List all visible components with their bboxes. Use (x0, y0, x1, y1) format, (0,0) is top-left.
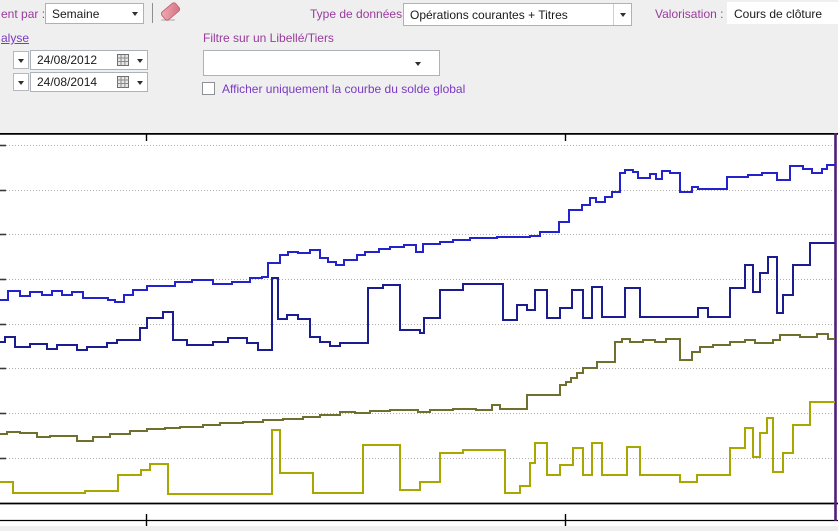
solde-global-checkbox[interactable] (202, 82, 215, 95)
date-to-dropdown-button[interactable] (13, 73, 29, 91)
chevron-down-icon (18, 59, 24, 63)
date-to-field[interactable]: 24/08/2014 (30, 72, 148, 92)
data-type-label: Type de données : (310, 7, 409, 21)
valuation-label: Valorisation : (655, 7, 724, 21)
calendar-icon[interactable] (117, 76, 129, 88)
valuation-field[interactable]: Cours de clôture (727, 2, 838, 24)
calendar-icon[interactable] (117, 54, 129, 66)
series-olive-lower-line (0, 401, 835, 495)
valuation-value: Cours de clôture (734, 7, 823, 21)
group-by-label: ent par : (1, 7, 46, 21)
chevron-down-icon (137, 59, 143, 63)
header-panel: ent par : Semaine Type de données : Opér… (0, 0, 838, 133)
solde-global-checkbox-label: Afficher uniquement la courbe du solde g… (222, 82, 466, 96)
chevron-down-icon (137, 81, 143, 85)
date-from-dropdown-button[interactable] (13, 51, 29, 69)
bottom-axis-strip (0, 526, 838, 531)
combobox-arrow-button[interactable] (613, 4, 631, 25)
chevron-down-icon (132, 12, 138, 16)
chevron-down-icon (18, 81, 24, 85)
group-by-combobox[interactable]: Semaine (45, 3, 144, 24)
series-olive-upper-line (0, 333, 835, 442)
filter-label: Filtre sur un Libellé/Tiers (203, 31, 334, 45)
analysis-link[interactable]: alyse (1, 31, 30, 45)
filter-combobox[interactable] (203, 50, 440, 76)
series-blue-lower-line (0, 242, 835, 351)
data-type-combobox[interactable]: Opérations courantes + Titres (403, 3, 632, 26)
date-from-field[interactable]: 24/08/2012 (30, 50, 148, 70)
date-to-value: 24/08/2014 (37, 75, 98, 89)
series-blue-upper-line (0, 164, 835, 303)
chevron-down-icon (415, 62, 421, 66)
toolbar-separator (152, 3, 153, 23)
data-type-value: Opérations courantes + Titres (410, 7, 568, 22)
date-from-value: 24/08/2012 (37, 53, 98, 67)
chevron-down-icon (620, 13, 626, 17)
group-by-value: Semaine (52, 6, 100, 21)
